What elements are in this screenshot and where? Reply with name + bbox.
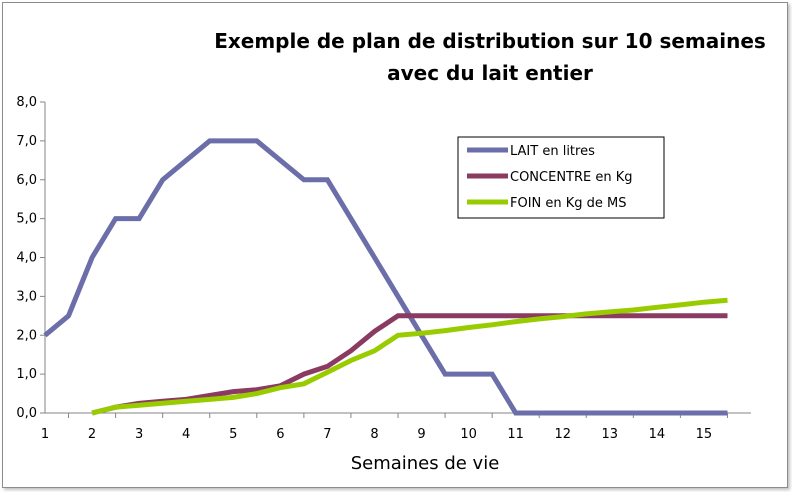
y-tick-label: 6,0 xyxy=(16,173,37,188)
series-line-concentre-en-kg xyxy=(91,313,728,416)
y-tick-label: 8,0 xyxy=(16,95,37,110)
chart-title-line-2: avec du lait entier xyxy=(387,61,593,85)
axes-layer: 0,01,02,03,04,05,06,07,08,01 2 3 4 5 6 7 8 9 10 11… xyxy=(16,95,751,442)
legend-label-concentre-en-kg: CONCENTRE en Kg xyxy=(510,170,633,185)
series-line-foin-en-kg-de-ms xyxy=(91,297,728,416)
x-tick-label: 13 xyxy=(602,427,619,442)
y-tick-label: 1,0 xyxy=(16,367,37,382)
x-tick-label: 15 xyxy=(696,427,713,442)
x-tick-label: 5 xyxy=(229,427,237,442)
y-tick-label: 3,0 xyxy=(16,289,37,304)
series-layer xyxy=(43,138,728,416)
legend-label-lait-en-litres: LAIT en litres xyxy=(510,144,595,159)
x-tick-label: 10 xyxy=(460,427,477,442)
y-tick-label: 2,0 xyxy=(16,328,37,343)
legend-items: LAIT en litres CONCENTRE en Kg FOIN en Kg … xyxy=(467,144,633,211)
x-tick-label: 9 xyxy=(417,427,425,442)
y-tick-label: 7,0 xyxy=(16,134,37,149)
x-tick-label: 12 xyxy=(554,427,571,442)
legend: LAIT en litres CONCENTRE en Kg FOIN en Kg … xyxy=(457,136,665,219)
y-tick-label: 0,0 xyxy=(16,406,37,421)
legend-label-foin-en-kg-de-ms: FOIN en Kg de MS xyxy=(510,196,627,211)
x-tick-label: 6 xyxy=(276,427,284,442)
y-tick-label: 5,0 xyxy=(16,212,37,227)
y-tick-label: 4,0 xyxy=(16,251,37,266)
x-tick-label: 4 xyxy=(182,427,190,442)
x-tick-label: 11 xyxy=(507,427,524,442)
x-tick-label: 7 xyxy=(323,427,331,442)
chart-title-line-1: Exemple de plan de distribution sur 10 s… xyxy=(214,29,766,53)
x-tick-label: 1 xyxy=(41,427,49,442)
x-axis-title: Semaines de vie xyxy=(351,453,500,474)
x-tick-label: 3 xyxy=(135,427,143,442)
x-tick-label: 8 xyxy=(370,427,378,442)
series-line-lait-en-litres xyxy=(43,138,728,416)
x-tick-label: 14 xyxy=(649,427,666,442)
x-tick-label: 2 xyxy=(88,427,96,442)
